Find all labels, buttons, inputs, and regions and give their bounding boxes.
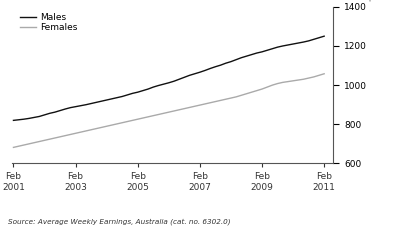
Males (322, 35, 327, 37)
Females (197, 104, 202, 106)
Females (11, 146, 16, 149)
Line: Males: Males (13, 36, 324, 120)
Line: Females: Females (13, 74, 324, 147)
Females (120, 121, 125, 124)
Females (73, 132, 78, 135)
Females (177, 109, 181, 111)
Text: Source: Average Weekly Earnings, Australia (cat. no. 6302.0): Source: Average Weekly Earnings, Austral… (8, 218, 231, 225)
Text: $: $ (366, 0, 372, 1)
Males (73, 105, 78, 108)
Females (280, 81, 285, 84)
Males (84, 103, 89, 106)
Females (322, 72, 327, 75)
Females (84, 130, 89, 132)
Legend: Males, Females: Males, Females (19, 13, 78, 32)
Males (120, 95, 125, 98)
Males (177, 78, 181, 81)
Males (197, 71, 202, 74)
Males (11, 119, 16, 122)
Males (280, 44, 285, 47)
